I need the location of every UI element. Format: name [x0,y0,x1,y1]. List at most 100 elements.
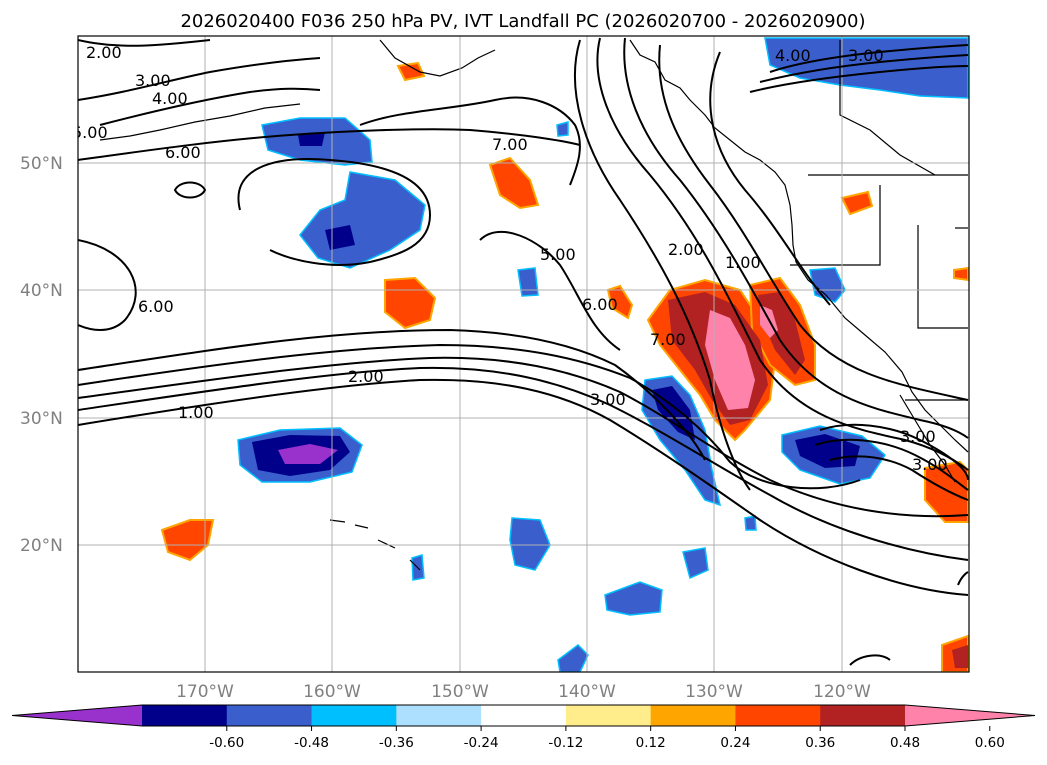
contour-line [173,181,207,199]
negative-region [278,444,338,464]
contour-labels: 2.00 3.00 4.00 5.00 6.00 7.00 6.00 4.00 … [72,43,948,474]
negative-region [517,267,539,297]
contour-label: 6.00 [138,297,174,316]
positive-region [953,266,969,282]
colorbar-ticks: -0.60 -0.48 -0.36 -0.24 -0.12 0.12 0.24 0.36 0.4… [209,726,1005,751]
colorbar-segment [565,705,652,726]
positive-region [396,61,426,82]
contour-label: 5.00 [540,245,576,264]
contour-line [957,571,969,586]
contour-line [596,37,969,471]
coastlines [99,39,969,571]
colorbar-tick-label: 0.12 [636,735,666,751]
positive-region [924,460,969,523]
positive-region [606,284,634,320]
contour-line [78,57,321,101]
contour-line [829,455,969,501]
colorbar: -0.60 -0.48 -0.36 -0.24 -0.12 0.12 0.24 0.36 0.4… [11,704,1036,751]
contour-line [237,158,432,266]
alaska-coast [379,39,496,77]
colorbar-segment [481,705,567,726]
contour-label: 6.00 [582,295,618,314]
colorbar-tick-label: -0.24 [464,735,499,751]
negative-region [509,517,551,571]
map-frame [77,35,970,673]
lon-label: 140°W [558,682,616,702]
hawaiian-islands [329,519,421,571]
contour-label: 4.00 [152,89,188,108]
colorbar-tick-label: 0.60 [975,735,1005,751]
contour-label: 7.00 [650,330,686,349]
contour-line [78,343,861,490]
contour-line [759,54,969,83]
lat-label: 40°N [20,281,63,301]
colorbar-extension-low [12,705,142,726]
colorbar-segment [396,705,482,726]
contour-label: 2.00 [86,43,122,62]
contour-label: 3.00 [900,427,936,446]
colorbar-segment [142,705,228,726]
colorbar-segment [650,705,736,726]
lon-label: 170°W [176,682,234,702]
colorbar-tick-label: 0.36 [805,735,835,751]
lat-label: 20°N [20,536,63,556]
contour-line [78,128,581,161]
lon-label: 160°W [303,682,361,702]
contour-line [749,65,969,93]
positive-region [840,190,874,216]
colorbar-tick-label: -0.60 [209,735,244,751]
lon-label: 120°W [813,682,871,702]
canada-interior-line [839,40,936,176]
positive-region [488,156,540,210]
contour-line [78,39,211,47]
north-america-coast [629,39,969,453]
us-state-line [917,225,968,329]
contour-line [78,239,137,331]
contour-line [78,328,706,461]
contour-label: 3.00 [135,71,171,90]
map-panel: 2.00 3.00 4.00 5.00 6.00 7.00 6.00 4.00 … [72,35,970,673]
positive-region [705,310,755,410]
contour-label: 4.00 [775,46,811,65]
contour-label: 3.00 [912,455,948,474]
contour-label: 5.00 [72,123,108,142]
contour-line [623,37,969,439]
colorbar-extension-high [905,705,1035,726]
negative-region [682,547,709,580]
negative-region [557,644,589,672]
colorbar-segments [11,704,1036,727]
negative-region [809,267,846,303]
lon-label: 150°W [431,682,489,702]
negative-region [744,515,757,531]
map-background [78,36,969,672]
positive-region [952,645,968,668]
map-title: 2026020400 F036 250 hPa PV, IVT Landfall… [180,11,865,32]
shaded-anomalies [160,37,969,672]
lon-label: 130°W [685,682,743,702]
latitude-labels: 50°N 40°N 30°N 20°N [20,154,63,556]
negative-region [298,132,325,146]
contour-label: 7.00 [492,135,528,154]
contour-line [819,423,969,481]
contour-line [769,44,969,73]
contour-label: 1.00 [178,403,214,422]
contour-line [814,438,969,491]
us-state-line [790,185,881,266]
colorbar-segment [820,705,906,726]
contour-line [849,654,891,666]
colorbar-segment [311,705,397,726]
contour-line [709,51,831,306]
negative-region [795,434,860,468]
negative-region [604,581,663,616]
contour-line [658,44,969,401]
lat-label: 50°N [20,154,63,174]
contour-line [78,378,969,596]
pv-contours [78,37,969,666]
contour-label: 6.00 [165,143,201,162]
contour-label: 3.00 [848,46,884,65]
colorbar-tick-label: -0.48 [294,735,329,751]
aleutian-islands [99,103,301,141]
colorbar-tick-label: 0.24 [720,735,750,751]
contour-label: 2.00 [348,367,384,386]
